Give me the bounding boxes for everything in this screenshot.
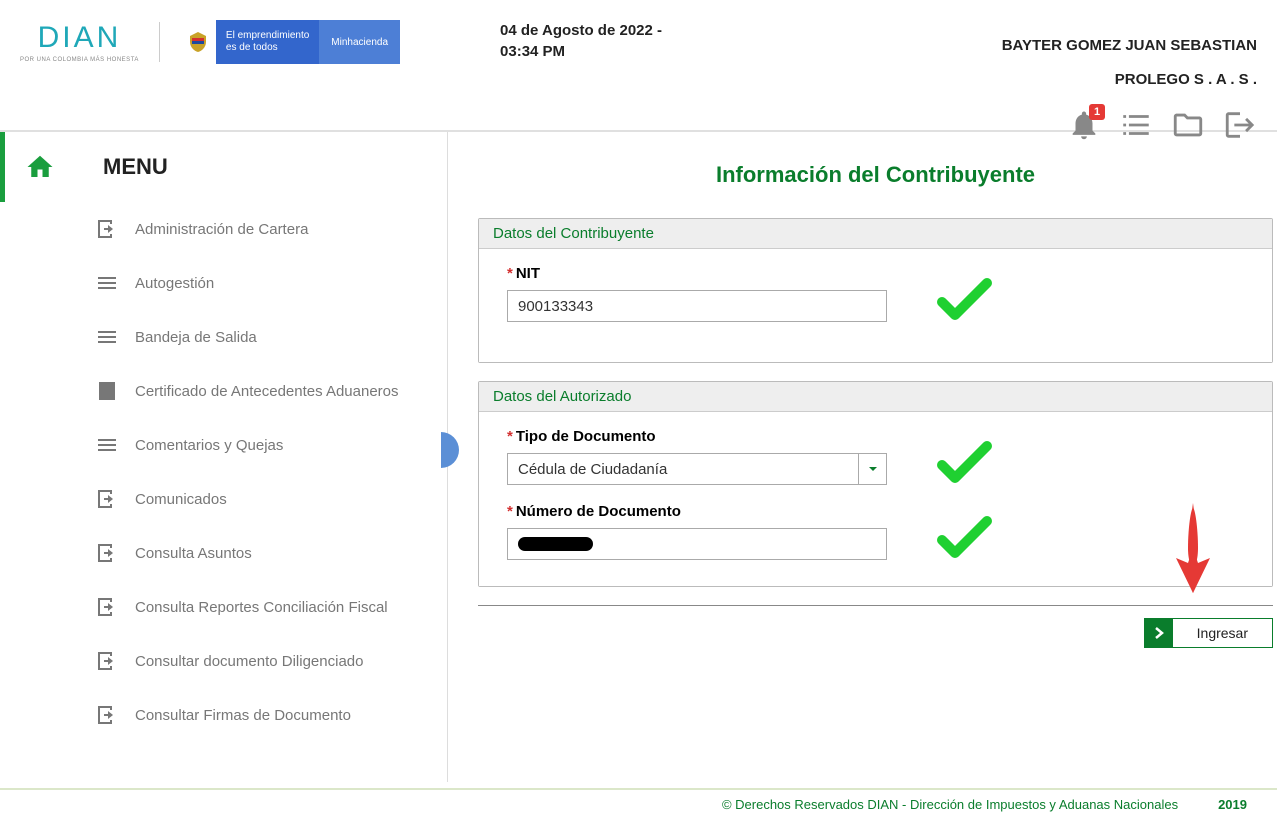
sidebar-item-label: Certificado de Antecedentes Aduaneros xyxy=(135,383,399,400)
user-line1: BAYTER GOMEZ JUAN SEBASTIAN xyxy=(1002,37,1257,54)
gov-badge: El emprendimiento es de todos Minhaciend… xyxy=(180,20,400,64)
annotation-arrow-icon xyxy=(1168,498,1218,598)
footer: © Derechos Reservados DIAN - Dirección d… xyxy=(0,788,1277,818)
numdoc-field-row: *Número de Documento xyxy=(507,503,1244,560)
sidebar: MENU Administración de Cartera Autogestió… xyxy=(0,132,448,782)
sidebar-item-label: Consultar Firmas de Documento xyxy=(135,707,351,724)
footer-year: 2019 xyxy=(1218,797,1247,812)
sidebar-item-label: Autogestión xyxy=(135,275,214,292)
redacted-value xyxy=(518,537,593,551)
sidebar-item-label: Consulta Asuntos xyxy=(135,545,252,562)
content: Información del Contribuyente Datos del … xyxy=(448,132,1277,782)
fieldset-contribuyente-legend: Datos del Contribuyente xyxy=(479,219,1272,249)
numdoc-label: *Número de Documento xyxy=(507,503,1244,520)
check-icon xyxy=(937,277,992,322)
sidebar-item-0[interactable]: Administración de Cartera xyxy=(95,202,430,256)
footer-copyright: © Derechos Reservados DIAN - Dirección d… xyxy=(722,797,1178,812)
tipodoc-select[interactable]: Cédula de Ciudadanía xyxy=(507,453,887,485)
menu-items: Administración de Cartera Autogestión Band… xyxy=(0,202,430,752)
menu-header: MENU xyxy=(0,132,430,202)
sidebar-item-label: Consultar documento Diligenciado xyxy=(135,653,363,670)
nit-field-row: *NIT xyxy=(507,265,1244,322)
nit-label: *NIT xyxy=(507,265,1244,282)
check-icon xyxy=(937,440,992,485)
notification-badge: 1 xyxy=(1089,104,1105,120)
sidebar-item-7[interactable]: Consulta Reportes Conciliación Fiscal xyxy=(95,580,430,634)
home-icon[interactable] xyxy=(25,152,55,182)
sidebar-item-2[interactable]: Bandeja de Salida xyxy=(95,310,430,364)
chevron-down-icon xyxy=(858,454,886,484)
logo-block: DIAN POR UNA COLOMBIA MÁS HONESTA El emp… xyxy=(20,20,400,64)
ingresar-row: Ingresar xyxy=(478,618,1273,648)
sidebar-item-label: Bandeja de Salida xyxy=(135,329,257,346)
gov-slogan-line1: El emprendimiento xyxy=(226,30,309,42)
date-line1: 04 de Agosto de 2022 - xyxy=(500,22,662,39)
user-line2: PROLEGO S . A . S . xyxy=(1115,71,1257,88)
dian-logo-subtitle: POR UNA COLOMBIA MÁS HONESTA xyxy=(20,57,139,63)
page-title: Información del Contribuyente xyxy=(478,162,1273,188)
logo-divider xyxy=(159,22,160,62)
dian-logo-text: DIAN xyxy=(38,21,122,55)
sidebar-item-1[interactable]: Autogestión xyxy=(95,256,430,310)
sidebar-item-9[interactable]: Consultar Firmas de Documento xyxy=(95,688,430,742)
numdoc-input[interactable] xyxy=(507,528,887,560)
sidebar-item-8[interactable]: Consultar documento Diligenciado xyxy=(95,634,430,688)
main: MENU Administración de Cartera Autogestió… xyxy=(0,132,1277,782)
check-icon xyxy=(937,515,992,560)
nit-input[interactable] xyxy=(507,290,887,322)
colombia-shield-icon xyxy=(180,20,216,64)
tipodoc-value: Cédula de Ciudadanía xyxy=(508,461,858,478)
fieldset-autorizado-legend: Datos del Autorizado xyxy=(479,382,1272,412)
gov-slogan-line2: es de todos xyxy=(226,42,309,54)
sidebar-item-label: Administración de Cartera xyxy=(135,221,308,238)
ingresar-label: Ingresar xyxy=(1173,625,1272,641)
user-name: BAYTER GOMEZ JUAN SEBASTIAN PROLEGO S . … xyxy=(1002,20,1257,88)
sidebar-item-5[interactable]: Comunicados xyxy=(95,472,430,526)
fieldset-autorizado: Datos del Autorizado *Tipo de Documento … xyxy=(478,381,1273,587)
ingresar-button[interactable]: Ingresar xyxy=(1144,618,1273,648)
header: DIAN POR UNA COLOMBIA MÁS HONESTA El emp… xyxy=(0,0,1277,132)
sidebar-item-label: Comunicados xyxy=(135,491,227,508)
menu-title: MENU xyxy=(103,154,168,180)
fieldset-contribuyente: Datos del Contribuyente *NIT xyxy=(478,218,1273,363)
sidebar-item-4[interactable]: Comentarios y Quejas xyxy=(95,418,430,472)
dian-logo: DIAN POR UNA COLOMBIA MÁS HONESTA xyxy=(20,21,139,63)
sidebar-item-10[interactable]: Diligenciar / Presentar xyxy=(95,742,430,752)
tipodoc-label: *Tipo de Documento xyxy=(507,428,1244,445)
sidebar-item-3[interactable]: Certificado de Antecedentes Aduaneros xyxy=(95,364,430,418)
chevron-right-icon xyxy=(1145,619,1173,647)
gov-ministry: Minhacienda xyxy=(319,20,400,64)
gov-slogan: El emprendimiento es de todos xyxy=(216,20,319,64)
sidebar-hscroll[interactable] xyxy=(0,752,448,770)
content-hscroll[interactable] xyxy=(478,678,1277,696)
header-right: BAYTER GOMEZ JUAN SEBASTIAN PROLEGO S . … xyxy=(1002,20,1257,142)
date-line2: 03:34 PM xyxy=(500,43,565,60)
header-datetime: 04 de Agosto de 2022 - 03:34 PM xyxy=(500,20,662,62)
sidebar-scroll[interactable]: MENU Administración de Cartera Autogestió… xyxy=(0,132,430,752)
sidebar-item-label: Comentarios y Quejas xyxy=(135,437,283,454)
sidebar-item-label: Consulta Reportes Conciliación Fiscal xyxy=(135,599,388,616)
sidebar-item-6[interactable]: Consulta Asuntos xyxy=(95,526,430,580)
tipodoc-field-row: *Tipo de Documento Cédula de Ciudadanía xyxy=(507,428,1244,485)
divider xyxy=(478,605,1273,606)
